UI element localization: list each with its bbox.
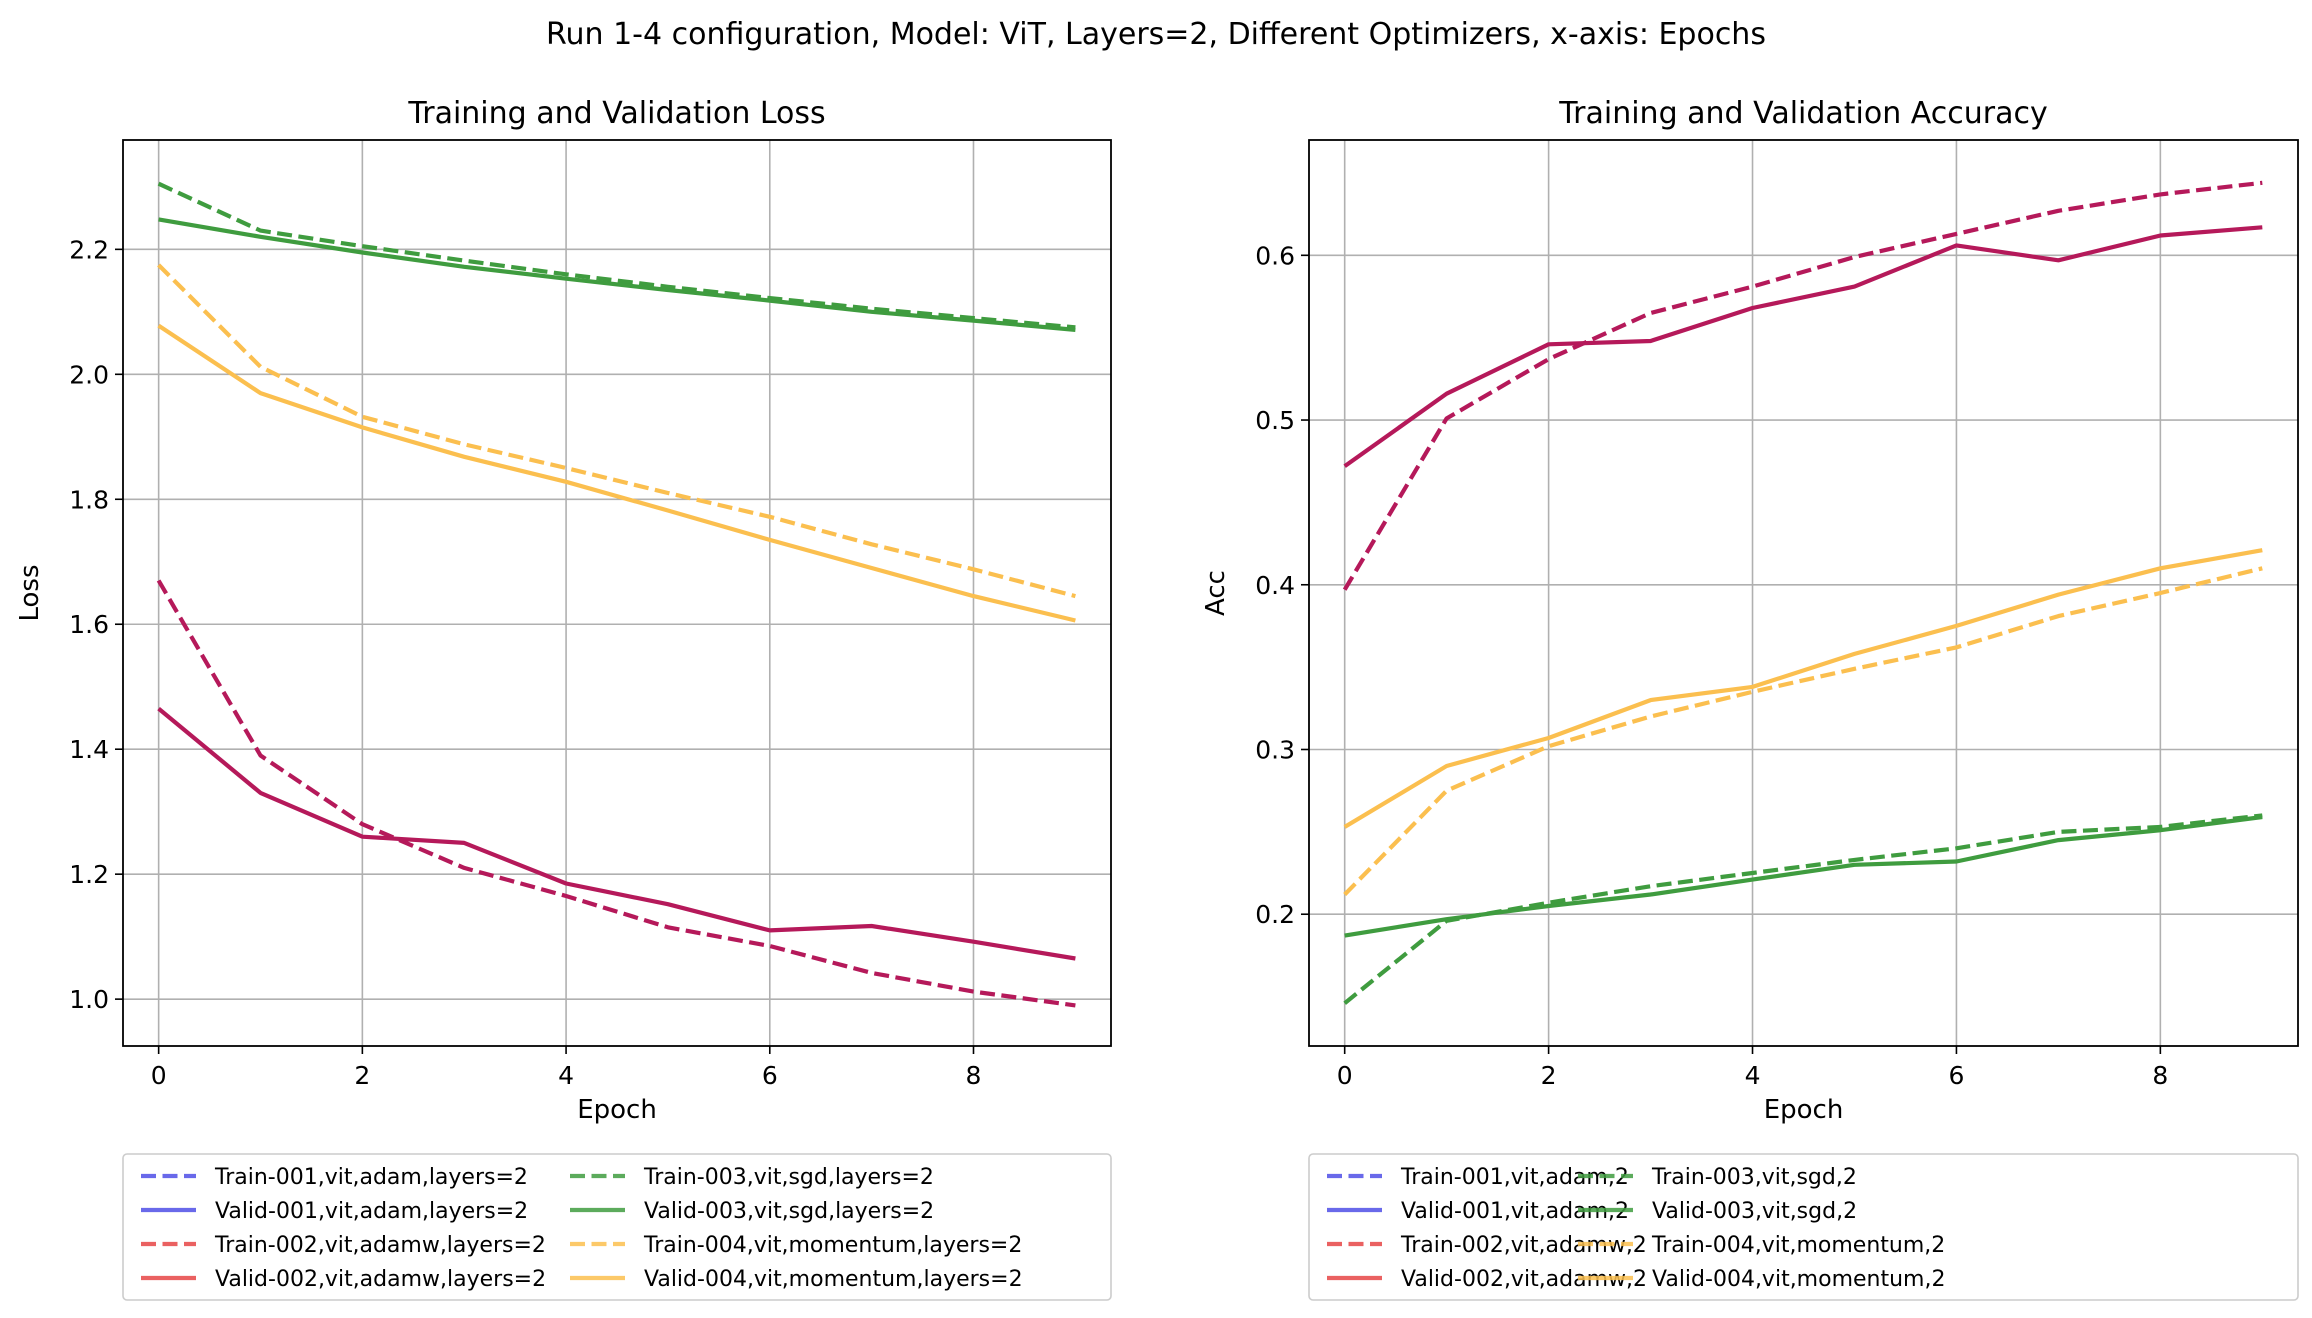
loss-x-axis-label: Epoch [577, 1095, 657, 1125]
loss-legend-box [122, 1153, 1112, 1301]
loss-legend: Train-001,vit,adam,layers=2 Valid-001,vit… [122, 1153, 1112, 1301]
loss-legend-label-4: Train-003,vit,sgd,layers=2 [643, 1165, 934, 1190]
loss-legend-label-1: Valid-001,vit,adam,layers=2 [215, 1199, 528, 1224]
acc-xtick-label-4: 8 [2152, 1061, 2168, 1090]
loss-ytick-label-1: 1.2 [69, 860, 109, 889]
loss-axes-frame [122, 139, 1112, 1047]
acc-ytick-label-0: 0.2 [1255, 900, 1295, 929]
loss-legend-label-7: Valid-004,vit,momentum,layers=2 [644, 1267, 1023, 1292]
acc-xtick-label-2: 4 [1745, 1061, 1761, 1090]
loss-series-group [156, 181, 1076, 1008]
loss-ytick-label-6: 2.2 [69, 235, 109, 264]
loss-series-line-9 [157, 706, 1076, 961]
loss-series-line-8 [156, 579, 1076, 1008]
loss-legend-label-3: Valid-002,vit,adamw,layers=2 [215, 1267, 546, 1292]
acc-series-line-6 [1343, 566, 2263, 896]
accuracy-chart: 0 2 4 6 8 0.2 0.3 0.4 0.5 0.6 Training and Validat… [1201, 96, 2299, 1301]
acc-y-axis-label: Acc [1201, 570, 1231, 616]
acc-series-line-5 [1344, 814, 2263, 938]
loss-series-line-7 [157, 323, 1076, 623]
acc-legend: Train-001,vit,adam,2Valid-001,vit,adam,2… [1308, 1153, 2299, 1301]
acc-x-axis-label: Epoch [1764, 1095, 1844, 1125]
acc-xtick-label-3: 6 [1948, 1061, 1964, 1090]
loss-xtick-label-3: 6 [762, 1061, 778, 1090]
loss-series-line-6 [157, 263, 1076, 599]
loss-ytick-label-3: 1.6 [69, 610, 109, 639]
acc-axes-frame [1308, 139, 2299, 1047]
acc-legend-label-7: Valid-004,vit,momentum,2 [1652, 1267, 1945, 1292]
loss-xtick-label-2: 4 [558, 1061, 574, 1090]
acc-legend-box [1308, 1153, 2299, 1301]
loss-y-axis-label: Loss [15, 564, 45, 621]
acc-ytick-label-1: 0.3 [1255, 735, 1295, 764]
acc-ytick-label-4: 0.6 [1255, 241, 1295, 270]
loss-ytick-label-2: 1.4 [69, 735, 109, 764]
acc-legend-label-0: Train-001,vit,adam,2 [1400, 1165, 1629, 1190]
acc-xtick-label-1: 2 [1541, 1061, 1557, 1090]
loss-legend-label-6: Train-004,vit,momentum,layers=2 [643, 1233, 1022, 1258]
acc-legend-label-4: Train-003,vit,sgd,2 [1651, 1165, 1857, 1190]
figure-title: Run 1-4 configuration, Model: ViT, Layer… [546, 17, 1766, 52]
loss-legend-label-0: Train-001,vit,adam,layers=2 [214, 1165, 528, 1190]
loss-legend-label-5: Valid-003,vit,sgd,layers=2 [644, 1199, 934, 1224]
loss-ytick-label-4: 1.8 [69, 485, 109, 514]
acc-legend-label-5: Valid-003,vit,sgd,2 [1652, 1199, 1857, 1224]
loss-legend-label-2: Train-002,vit,adamw,layers=2 [214, 1233, 546, 1258]
loss-chart-title: Training and Validation Loss [407, 96, 825, 131]
acc-xtick-label-0: 0 [1337, 1061, 1353, 1090]
loss-xtick-label-4: 8 [966, 1061, 982, 1090]
loss-series-line-4 [157, 181, 1076, 330]
acc-ytick-label-3: 0.5 [1255, 406, 1295, 435]
loss-xtick-label-1: 2 [354, 1061, 370, 1090]
acc-chart-title: Training and Validation Accuracy [1558, 96, 2048, 131]
loss-xtick-label-0: 0 [151, 1061, 167, 1090]
acc-legend-label-6: Train-004,vit,momentum,2 [1651, 1233, 1945, 1258]
loss-series-line-5 [158, 217, 1076, 332]
loss-ytick-label-5: 2.0 [69, 360, 109, 389]
acc-series-line-9 [1343, 225, 2263, 468]
loss-ytick-label-0: 1.0 [69, 985, 109, 1014]
acc-series-line-7 [1343, 548, 2263, 829]
acc-series-group [1342, 180, 2263, 1005]
loss-chart: 0 2 4 6 8 1.0 1.2 1.4 1.6 1.8 2.0 2.2 Training and V… [15, 96, 1112, 1301]
acc-ytick-label-2: 0.4 [1255, 571, 1295, 600]
acc-series-line-8 [1342, 180, 2263, 591]
